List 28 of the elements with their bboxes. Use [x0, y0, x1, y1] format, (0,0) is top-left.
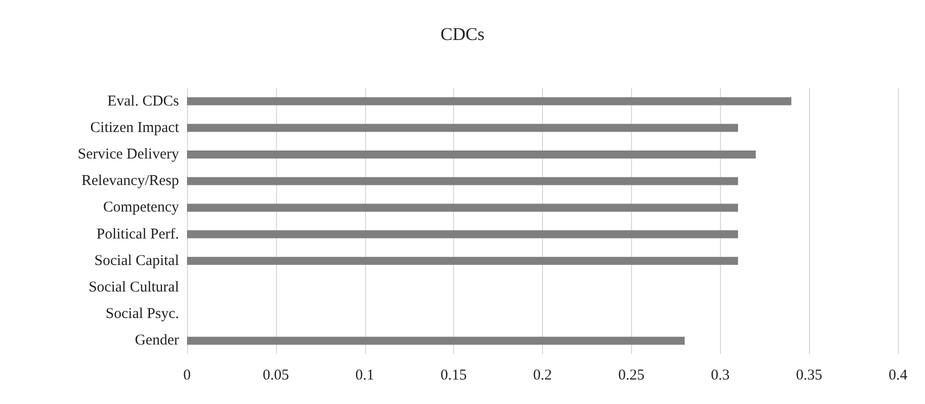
y-tick-label: Social Psyc. [106, 306, 179, 322]
x-tick-label: 0.35 [796, 368, 822, 384]
x-tick-label: 0.1 [355, 368, 374, 384]
y-tick-label: Gender [134, 332, 179, 349]
y-tick-label: Social Cultural [88, 280, 179, 296]
bar [187, 230, 738, 238]
x-tick-label: 0.4 [888, 368, 908, 384]
x-tick-label: 0.3 [710, 368, 730, 384]
x-tick-label: 0.2 [533, 368, 552, 384]
x-tick-label: 0.15 [440, 368, 467, 384]
y-tick-label: Social Capital [94, 252, 179, 269]
y-tick-label: Service Delivery [78, 146, 180, 162]
y-tick-label: Competency [103, 200, 180, 216]
y-tick-label: Political Perf. [96, 226, 179, 242]
bar [187, 336, 685, 345]
y-tick-label: Citizen Impact [90, 120, 180, 136]
bar [187, 97, 792, 106]
bar [187, 124, 738, 132]
chart-title: CDCs [440, 24, 485, 44]
bar [187, 204, 738, 212]
y-tick-label: Relevancy/Resp [82, 173, 179, 190]
x-tick-label: 0.05 [262, 368, 289, 384]
bar [187, 150, 756, 158]
bar [187, 177, 738, 186]
y-tick-label: Eval. CDCs [107, 93, 180, 110]
bar [187, 256, 738, 265]
x-tick-label: 0 [183, 368, 191, 384]
x-tick-label: 0.25 [618, 368, 644, 384]
